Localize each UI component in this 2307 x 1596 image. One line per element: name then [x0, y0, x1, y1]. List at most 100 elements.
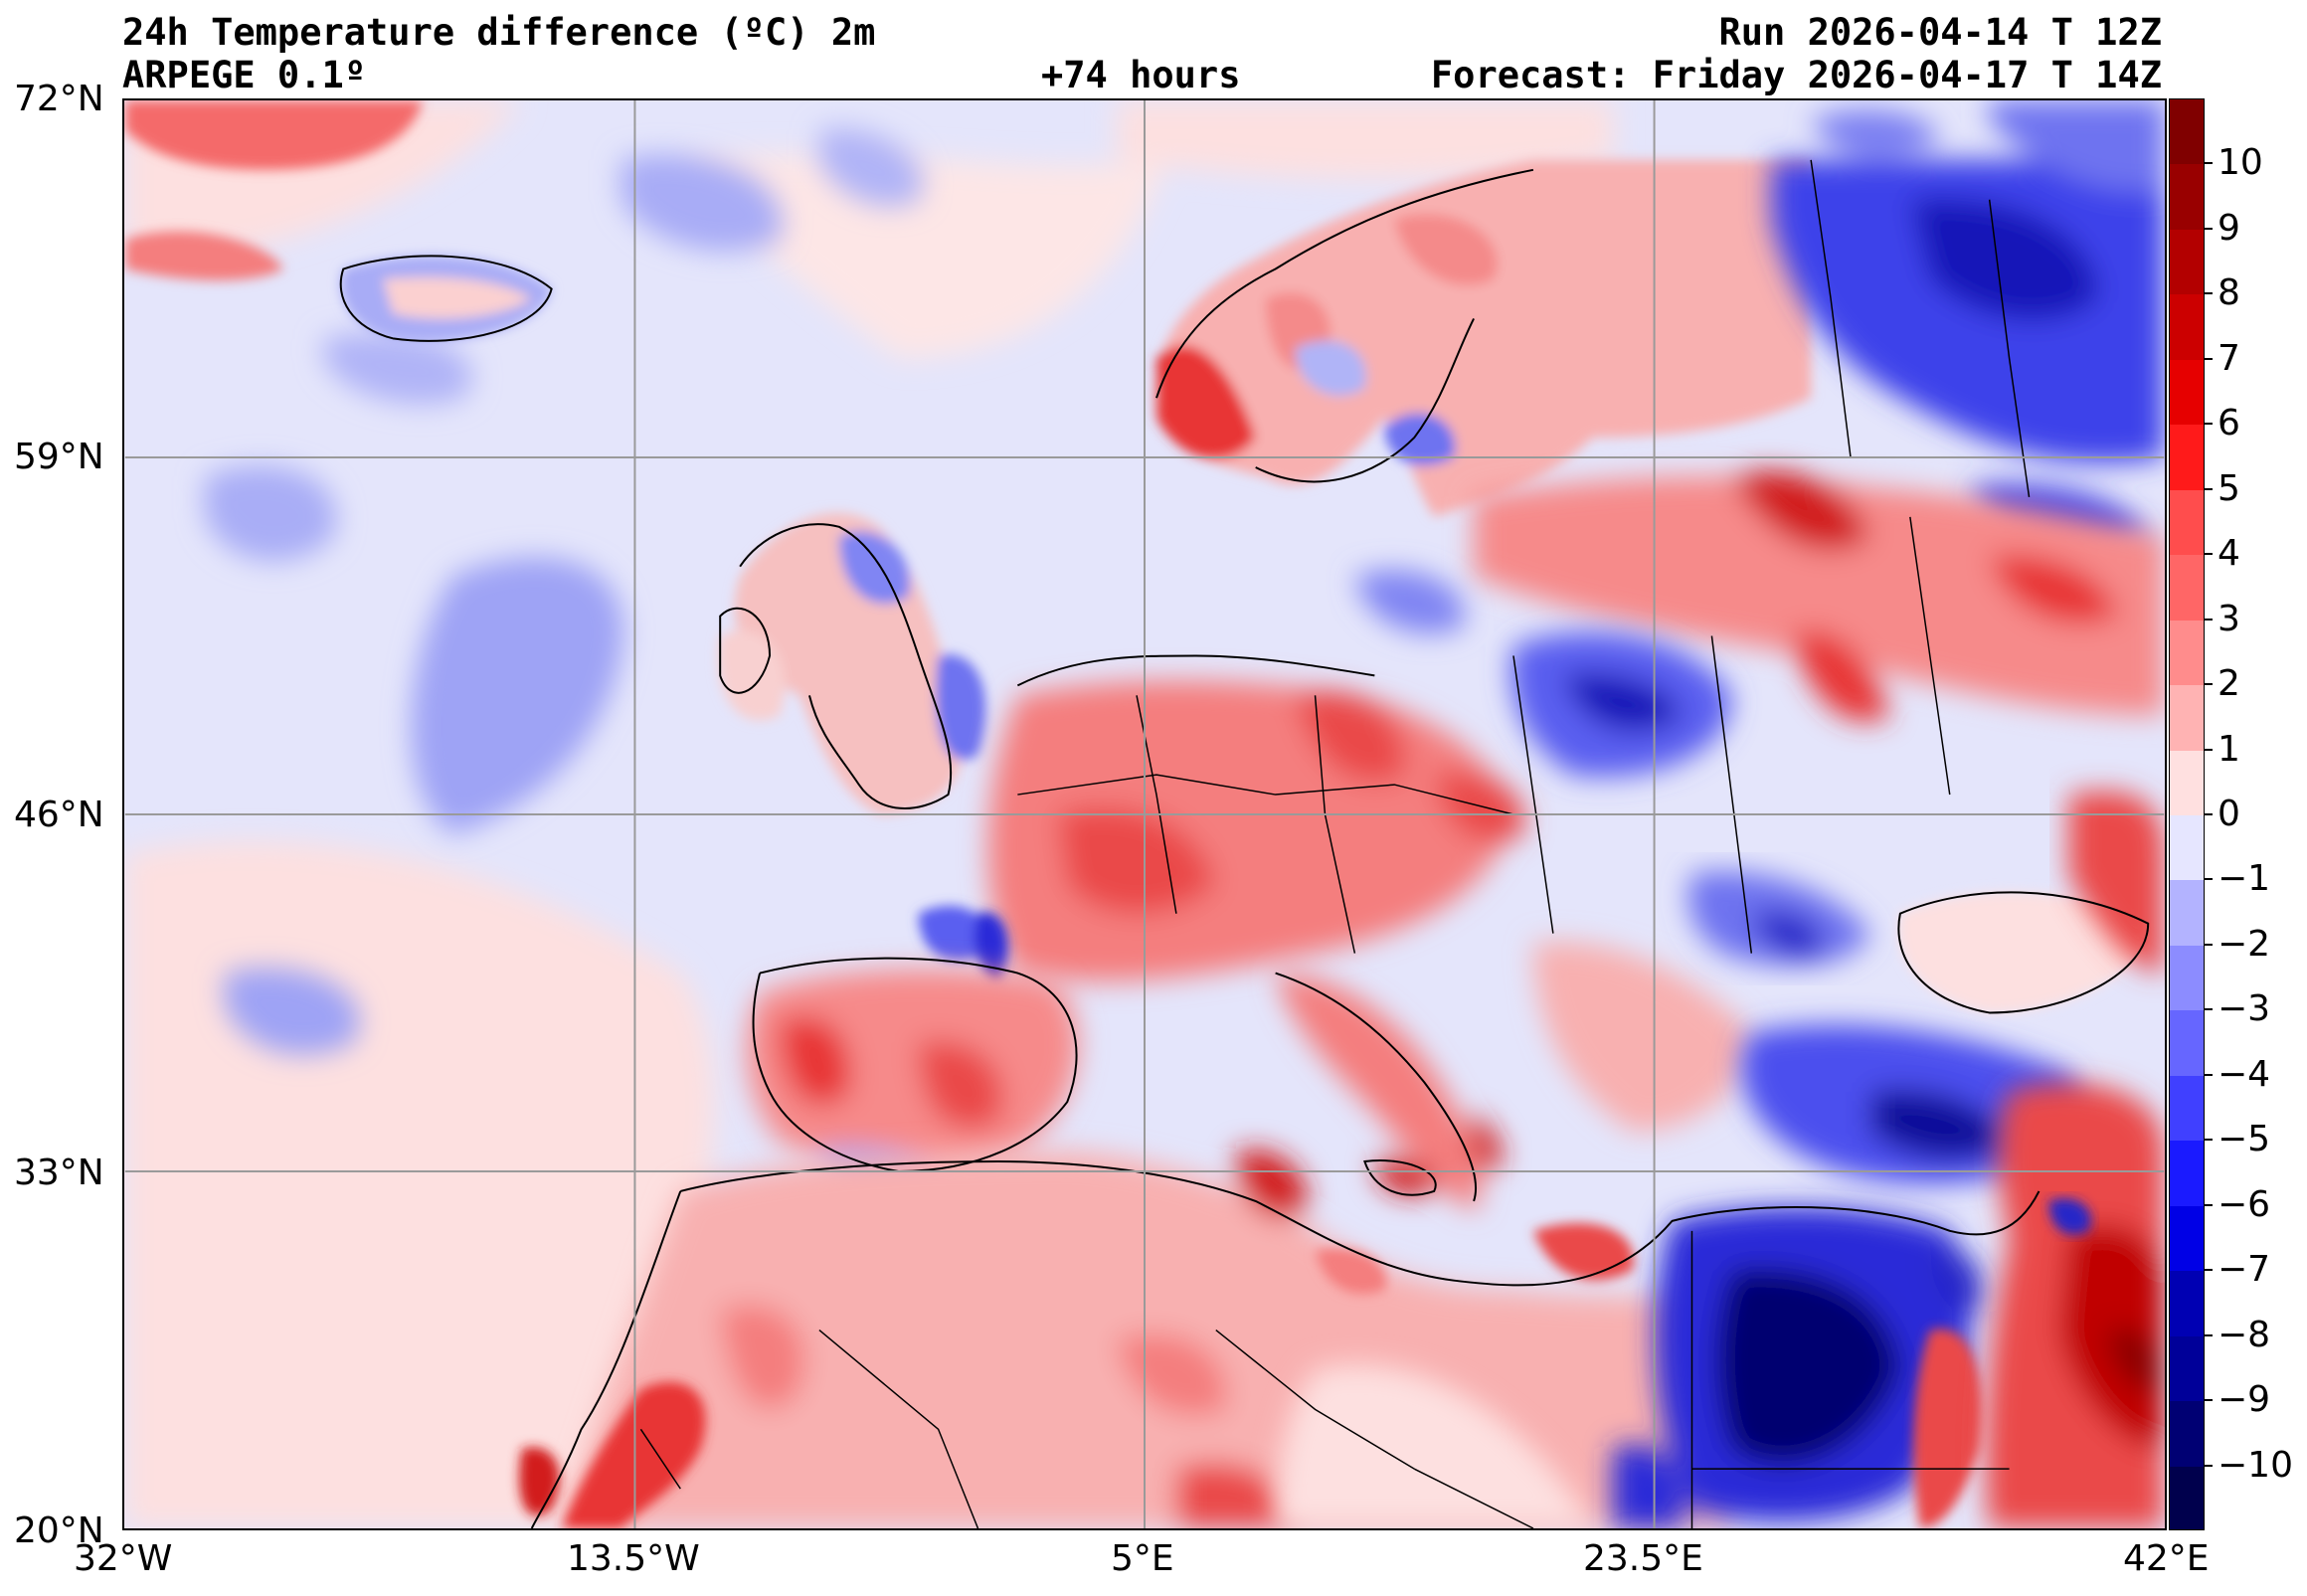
cool-ocean-patches [204, 128, 923, 1055]
forecast-time: Forecast: Friday 2026-04-17 T 14Z [1430, 54, 2162, 96]
colorbar-tick-label: 3 [2218, 598, 2240, 639]
colorbar-tick-label: 5 [2218, 467, 2240, 509]
colorbar-tick [2205, 227, 2213, 230]
temperature-difference-map [124, 100, 2165, 1528]
country-borders [639, 159, 2031, 1528]
colorbar-tick [2205, 878, 2213, 881]
colorbar-tick-label: −5 [2218, 1119, 2271, 1160]
colorbar-tick [2205, 618, 2213, 621]
lat-label-72: 72°N [14, 79, 104, 119]
run-time: Run 2026-04-14 T 12Z [1718, 11, 2162, 54]
italy-balkans [1275, 942, 1752, 1211]
colorbar-tick [2205, 1333, 2213, 1336]
colorbar-segment [2170, 294, 2204, 361]
colorbar-tick-label: 8 [2218, 272, 2240, 314]
colorbar-segment [2170, 164, 2204, 231]
colorbar-tick-label: 2 [2218, 663, 2240, 705]
lon-label-23-5e: 23.5°E [1583, 1538, 1703, 1579]
colorbar-segment [2170, 1141, 2204, 1207]
lat-label-20: 20°N [14, 1510, 104, 1551]
gridlines [124, 100, 2165, 1528]
colorbar-segment [2170, 620, 2204, 687]
colorbar-tick-label: 6 [2218, 403, 2240, 444]
colorbar-segment [2170, 1466, 2204, 1529]
colorbar-segment [2170, 1401, 2204, 1468]
colorbar-tick [2205, 487, 2213, 490]
colorbar-segment [2170, 1335, 2204, 1403]
colorbar-tick [2205, 1203, 2213, 1206]
egypt-cool [1612, 1206, 1983, 1528]
colorbar-segment [2170, 880, 2204, 947]
colorbar-tick-label: −2 [2218, 923, 2271, 965]
colorbar-tick-label: −4 [2218, 1053, 2271, 1095]
scandinavia [1154, 159, 1812, 517]
colorbar-segment [2170, 489, 2204, 557]
lon-label-42e: 42°E [2123, 1538, 2210, 1579]
model-name: ARPEGE 0.1º [122, 54, 367, 96]
colorbar-segment [2170, 750, 2204, 816]
colorbar-segment [2170, 425, 2204, 491]
colorbar-tick [2205, 423, 2213, 426]
romania-cool [1687, 871, 1870, 967]
colorbar-tick-label: 7 [2218, 337, 2240, 379]
lead-time: +74 hours [1041, 54, 1241, 96]
colorbar-tick [2205, 162, 2213, 165]
colorbar-segment [2170, 1205, 2204, 1273]
colorbar-tick [2205, 813, 2213, 815]
coastlines [339, 168, 2150, 1528]
colorbar-tick-label: −1 [2218, 858, 2271, 900]
chart-title: 24h Temperature difference (ºC) 2m [122, 11, 876, 54]
colorbar-segment [2170, 945, 2204, 1012]
colorbar-tick-label: −10 [2218, 1444, 2293, 1486]
lon-label-5e: 5°E [1111, 1538, 1174, 1579]
colorbar-tick [2205, 1269, 2213, 1272]
colorbar-tick [2205, 1139, 2213, 1142]
colorbar-tick [2205, 292, 2213, 295]
british-isles [718, 513, 986, 814]
colorbar-tick-label: −3 [2218, 988, 2271, 1030]
aegean-cool [1740, 1024, 2082, 1184]
colorbar-tick [2205, 553, 2213, 556]
levant-cool [2048, 1198, 2091, 1235]
colorbar-tick-label: −8 [2218, 1314, 2271, 1355]
lon-label-13-5w: 13.5°W [567, 1538, 700, 1579]
colorbar-segment [2170, 99, 2204, 166]
colorbar-segment [2170, 555, 2204, 621]
colorbar-tick-label: 10 [2218, 142, 2263, 184]
lat-label-46: 46°N [14, 795, 104, 835]
colorbar-tick-label: −6 [2218, 1183, 2271, 1225]
poland-cool [1354, 570, 1732, 778]
colorbar-tick [2205, 683, 2213, 686]
colorbar-tick-label: 4 [2218, 533, 2240, 575]
central-europe-warm [987, 680, 1525, 981]
libya-warm [1315, 1223, 1634, 1295]
colorbar-tick [2205, 357, 2213, 360]
lat-label-33: 33°N [14, 1153, 104, 1193]
colorbar-segment [2170, 685, 2204, 752]
caucasus-warm [2068, 791, 2165, 974]
colorbar-tick [2205, 1073, 2213, 1076]
colorbar-segment [2170, 359, 2204, 427]
arabia-warm [1985, 1083, 2165, 1528]
colorbar [2169, 98, 2205, 1530]
colorbar-tick-label: −9 [2218, 1379, 2271, 1421]
sahara-neutral [1275, 1364, 1593, 1528]
colorbar-segment [2170, 1271, 2204, 1337]
colorbar-tick [2205, 748, 2213, 751]
colorbar-segment [2170, 815, 2204, 882]
map-plot-area [122, 98, 2167, 1530]
colorbar-tick-label: −7 [2218, 1249, 2271, 1291]
colorbar-tick-label: 1 [2218, 728, 2240, 770]
black-sea [1898, 892, 2149, 1013]
lat-label-59: 59°N [14, 437, 104, 477]
morocco-coast [519, 1381, 706, 1528]
colorbar-tick-label: 9 [2218, 207, 2240, 249]
colorbar-segment [2170, 1075, 2204, 1143]
colorbar-segment [2170, 229, 2204, 296]
colorbar-tick [2205, 1464, 2213, 1467]
colorbar-tick-label: 0 [2218, 794, 2240, 834]
iceland [340, 256, 552, 341]
red-sea-warm [1913, 1329, 1983, 1528]
greenland [124, 100, 424, 281]
eastern-europe-warm [1474, 470, 2165, 722]
